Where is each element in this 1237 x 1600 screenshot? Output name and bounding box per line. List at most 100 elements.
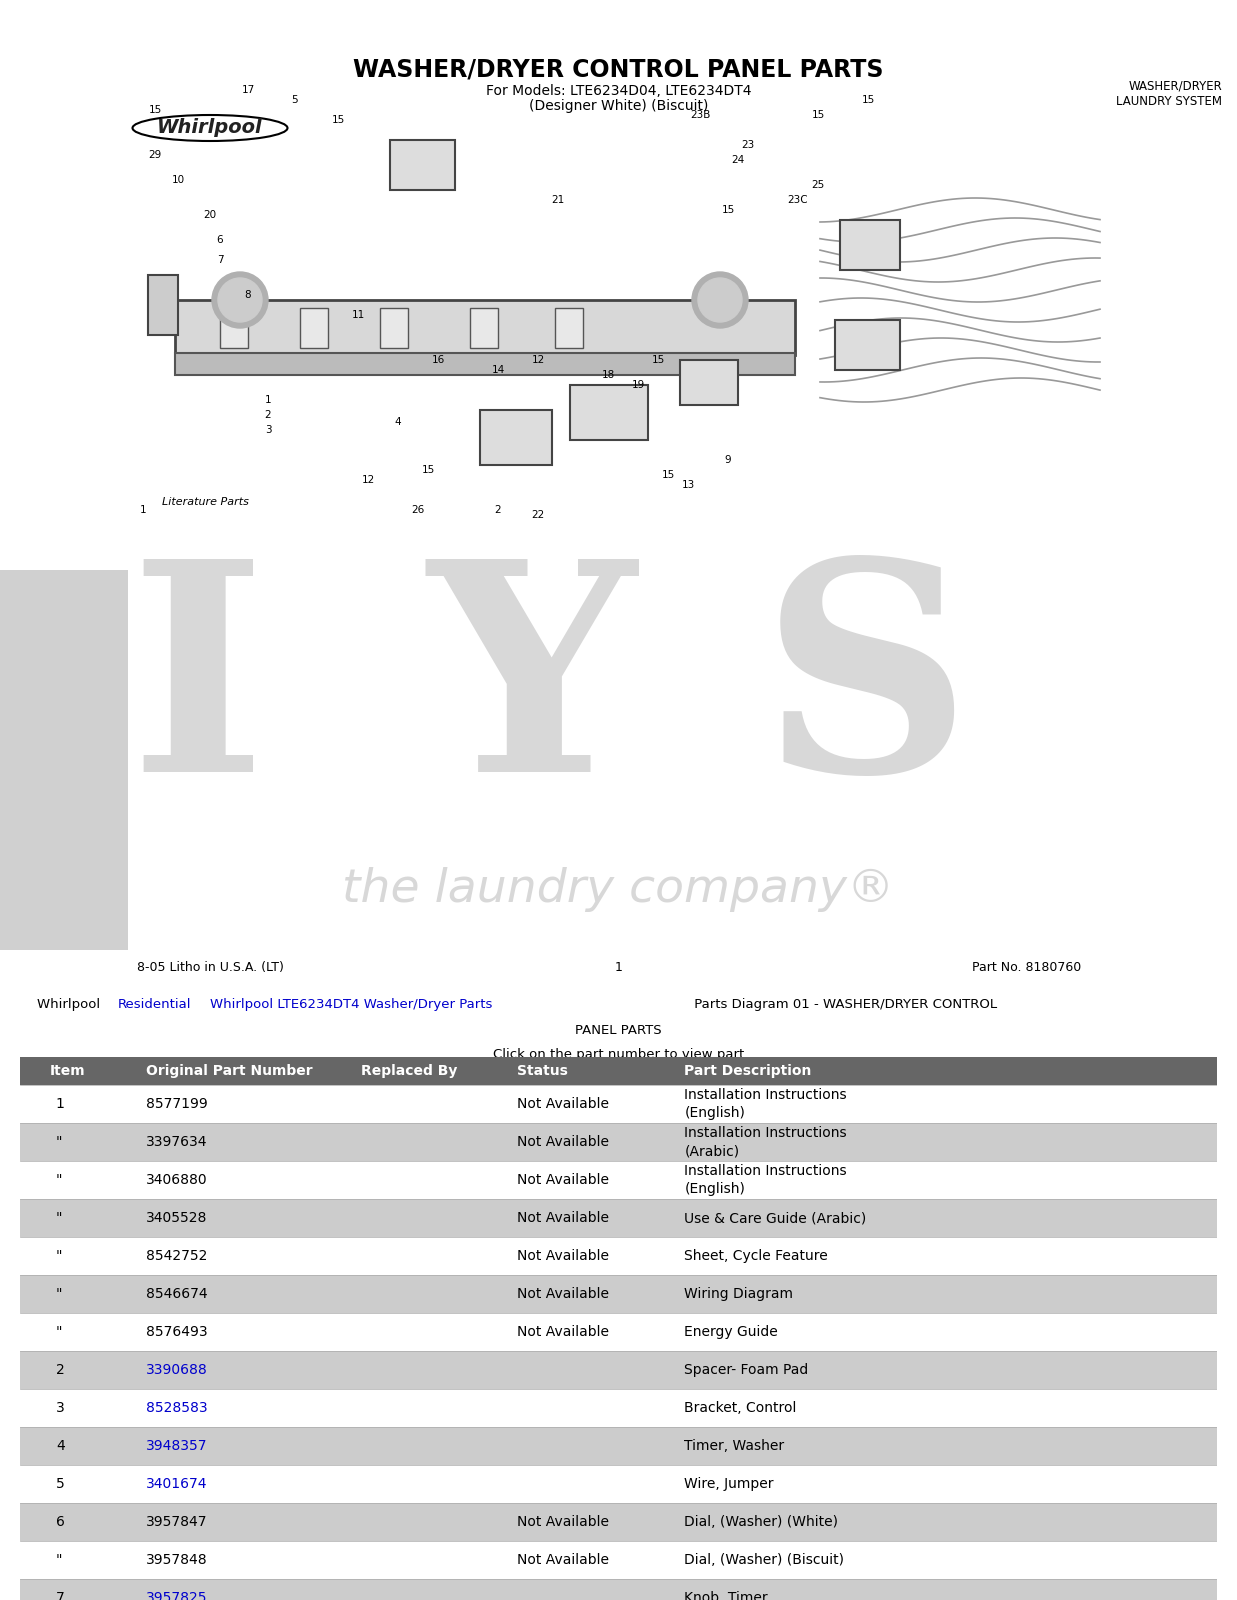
Text: Not Available: Not Available — [517, 1211, 609, 1226]
Text: 12: 12 — [532, 355, 544, 365]
Bar — [20, 1466, 1217, 1502]
Text: 1: 1 — [615, 962, 622, 974]
Text: 3: 3 — [265, 426, 271, 435]
Text: (Designer White) (Biscuit): (Designer White) (Biscuit) — [528, 99, 709, 114]
Bar — [20, 1237, 1217, 1275]
Text: 3401674: 3401674 — [146, 1477, 207, 1491]
Text: the laundry company®: the laundry company® — [343, 867, 894, 912]
Text: Click on the part number to view part: Click on the part number to view part — [492, 1048, 745, 1061]
Text: WASHER/DRYER CONTROL PANEL PARTS: WASHER/DRYER CONTROL PANEL PARTS — [354, 58, 883, 82]
Text: 3957847: 3957847 — [146, 1515, 207, 1530]
Text: 6: 6 — [216, 235, 224, 245]
Bar — [20, 1275, 1217, 1314]
Bar — [20, 1058, 1217, 1085]
Text: 15: 15 — [148, 106, 162, 115]
Circle shape — [212, 272, 268, 328]
Text: 8: 8 — [245, 290, 251, 301]
Text: 5: 5 — [56, 1477, 64, 1491]
Text: 1: 1 — [265, 395, 271, 405]
Text: 23: 23 — [741, 139, 755, 150]
Bar — [20, 1085, 1217, 1123]
Text: Dial, (Washer) (White): Dial, (Washer) (White) — [684, 1515, 839, 1530]
Text: 6: 6 — [56, 1515, 64, 1530]
Text: ": " — [56, 1286, 62, 1301]
Text: 20: 20 — [203, 210, 216, 219]
Text: 15: 15 — [422, 466, 434, 475]
Text: 7: 7 — [56, 1590, 64, 1600]
Text: 2: 2 — [56, 1363, 64, 1378]
Circle shape — [698, 278, 742, 322]
Text: 8546674: 8546674 — [146, 1286, 208, 1301]
Text: 8-05 Litho in U.S.A. (LT): 8-05 Litho in U.S.A. (LT) — [137, 962, 283, 974]
Text: 3: 3 — [56, 1402, 64, 1414]
Text: I: I — [130, 550, 266, 834]
Text: 23B: 23B — [690, 110, 710, 120]
Text: Wire, Jumper: Wire, Jumper — [684, 1477, 774, 1491]
Text: 8542752: 8542752 — [146, 1250, 207, 1262]
Text: Not Available: Not Available — [517, 1325, 609, 1339]
Text: ": " — [56, 1173, 62, 1187]
Text: Original Part Number: Original Part Number — [146, 1064, 312, 1078]
Text: 15: 15 — [652, 355, 664, 365]
Bar — [0, 570, 127, 950]
Text: 22: 22 — [532, 510, 544, 520]
Text: 25: 25 — [811, 179, 825, 190]
Text: Not Available: Not Available — [517, 1098, 609, 1110]
Text: 19: 19 — [631, 379, 644, 390]
Text: Installation Instructions
(English): Installation Instructions (English) — [684, 1088, 847, 1120]
Text: 24: 24 — [731, 155, 745, 165]
Text: Whirlpool: Whirlpool — [37, 998, 104, 1011]
Text: Item: Item — [49, 1064, 85, 1078]
Text: 26: 26 — [412, 506, 424, 515]
Text: Whirlpool LTE6234DT4 01 - WASHER/DRYER CONTROL PANEL PARTS: Whirlpool LTE6234DT4 01 - WASHER/DRYER C… — [12, 11, 693, 29]
Text: Literature Parts: Literature Parts — [162, 498, 249, 507]
Text: 3405528: 3405528 — [146, 1211, 207, 1226]
Circle shape — [218, 278, 262, 322]
Text: Residential: Residential — [118, 998, 190, 1011]
Text: 3406880: 3406880 — [146, 1173, 208, 1187]
Text: 1: 1 — [56, 1098, 64, 1110]
Text: 7: 7 — [216, 254, 224, 266]
Text: 3957848: 3957848 — [146, 1554, 208, 1566]
Bar — [20, 1123, 1217, 1162]
Text: Bracket, Control: Bracket, Control — [684, 1402, 797, 1414]
Text: 12: 12 — [361, 475, 375, 485]
Text: 9: 9 — [725, 454, 731, 466]
Text: 21: 21 — [552, 195, 564, 205]
Text: Use & Care Guide (Arabic): Use & Care Guide (Arabic) — [684, 1211, 867, 1226]
Text: Y: Y — [428, 550, 636, 834]
Bar — [835, 320, 901, 370]
Text: Not Available: Not Available — [517, 1515, 609, 1530]
Bar — [174, 354, 795, 374]
Text: 15: 15 — [811, 110, 825, 120]
Text: Part Description: Part Description — [684, 1064, 811, 1078]
Text: 5: 5 — [292, 94, 298, 106]
Bar — [20, 1198, 1217, 1237]
Bar — [20, 1350, 1217, 1389]
Text: 2: 2 — [495, 506, 501, 515]
Text: Whirlpool: Whirlpool — [157, 118, 262, 138]
Text: Wiring Diagram: Wiring Diagram — [684, 1286, 793, 1301]
Bar — [20, 1541, 1217, 1579]
Text: ": " — [56, 1211, 62, 1226]
Bar — [148, 275, 178, 334]
Bar — [20, 1314, 1217, 1350]
Text: 18: 18 — [601, 370, 615, 379]
Bar — [680, 360, 738, 405]
Bar — [20, 1579, 1217, 1600]
Text: Not Available: Not Available — [517, 1554, 609, 1566]
Text: 8528583: 8528583 — [146, 1402, 208, 1414]
Text: 23C: 23C — [788, 195, 808, 205]
Bar — [470, 307, 499, 349]
Text: Part No. 8180760: Part No. 8180760 — [972, 962, 1081, 974]
Text: 2: 2 — [265, 410, 271, 419]
Text: 8577199: 8577199 — [146, 1098, 208, 1110]
Text: 17: 17 — [241, 85, 255, 94]
Bar — [220, 307, 247, 349]
Text: 15: 15 — [721, 205, 735, 214]
Text: Not Available: Not Available — [517, 1173, 609, 1187]
Text: ": " — [56, 1325, 62, 1339]
Text: Energy Guide: Energy Guide — [684, 1325, 778, 1339]
Text: Parts Diagram 01 - WASHER/DRYER CONTROL: Parts Diagram 01 - WASHER/DRYER CONTROL — [690, 998, 997, 1011]
Text: 3390688: 3390688 — [146, 1363, 208, 1378]
